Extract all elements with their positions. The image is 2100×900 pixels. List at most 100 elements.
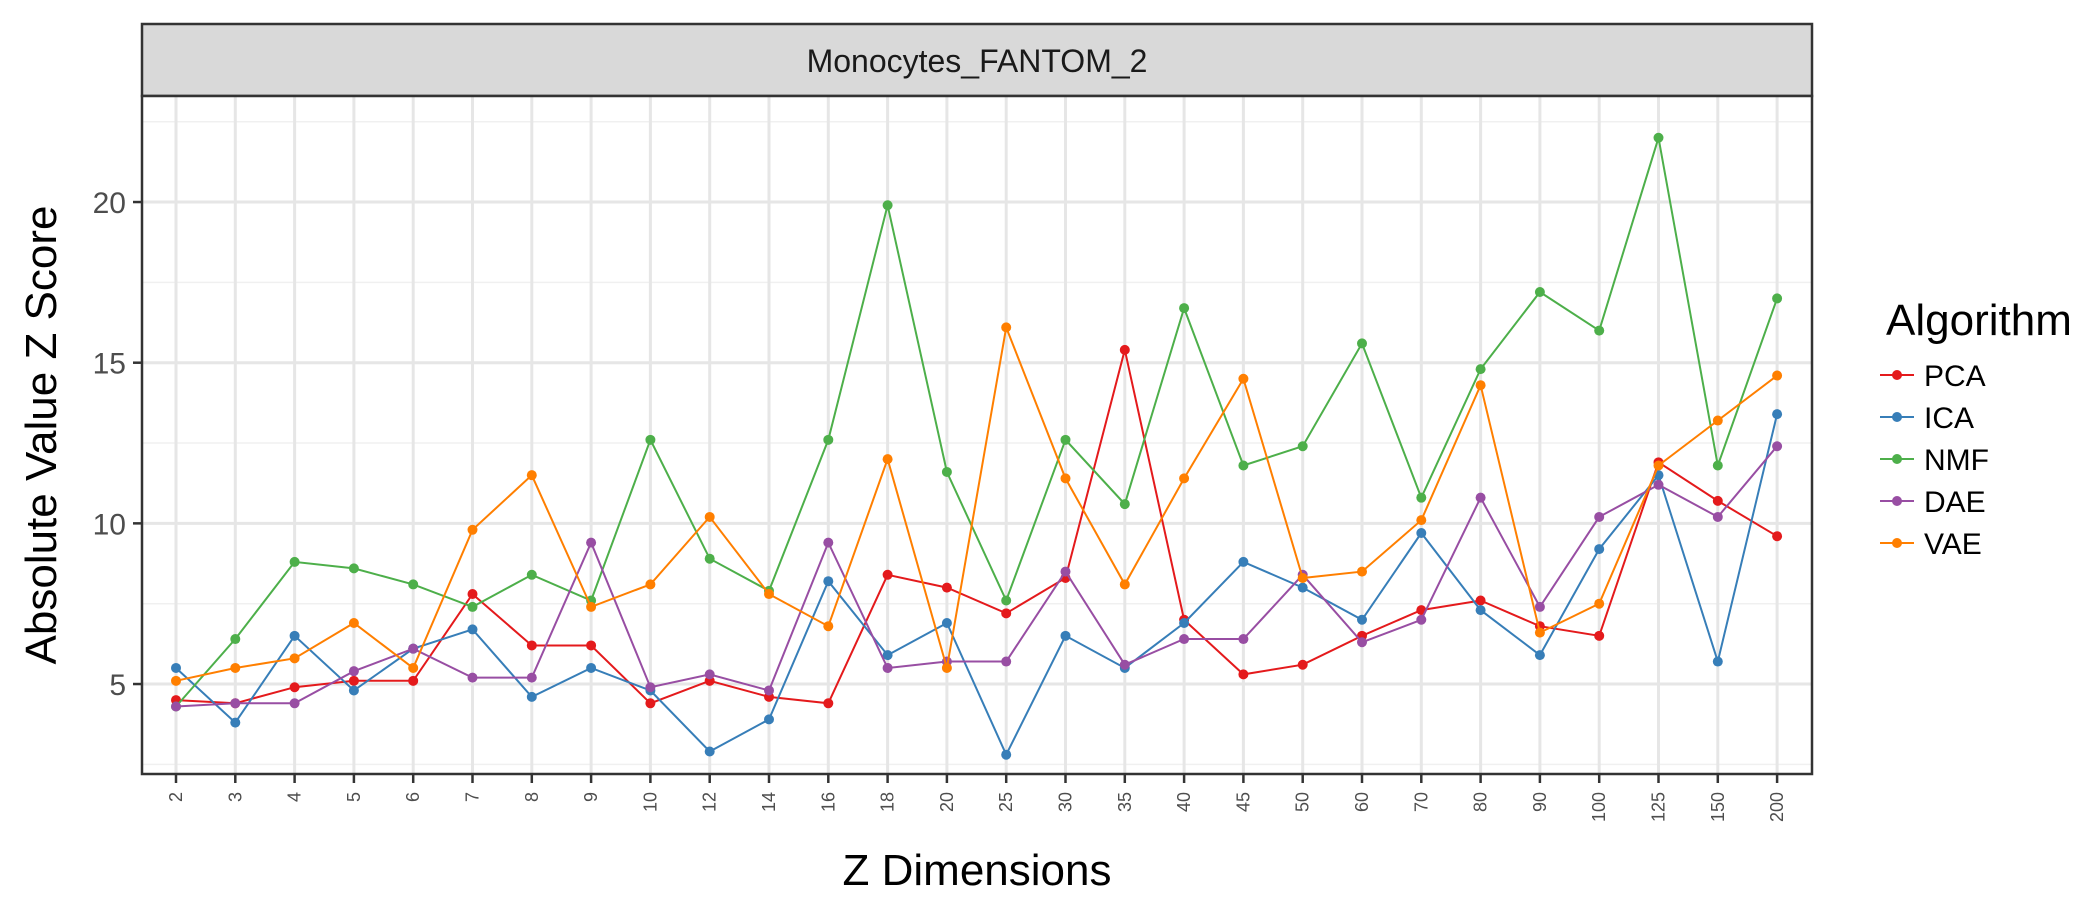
data-point-dae: [882, 662, 893, 673]
x-tick-label: 150: [1708, 792, 1728, 822]
x-tick-label: 8: [522, 792, 542, 802]
x-tick-label: 50: [1293, 792, 1313, 812]
data-point-ica: [1475, 605, 1486, 616]
x-tick-label: 200: [1767, 792, 1787, 822]
data-point-dae: [1001, 656, 1012, 667]
series-line-dae: [175, 445, 1778, 708]
data-point-nmf: [1416, 492, 1427, 503]
data-point-pca: [941, 582, 952, 593]
data-point-vae: [1297, 572, 1308, 583]
data-point-vae: [764, 589, 774, 600]
series-line-ica: [175, 413, 1779, 758]
y-axis-title: Absolute Value Z Score: [17, 206, 66, 665]
data-point-dae: [645, 682, 656, 693]
data-point-pca: [1475, 595, 1486, 606]
x-tick-label: 16: [818, 792, 838, 812]
data-point-ica: [348, 685, 359, 696]
data-point-dae: [1712, 511, 1723, 522]
data-point-nmf: [526, 569, 537, 580]
data-point-ica: [230, 717, 241, 728]
data-point-vae: [408, 662, 419, 673]
x-tick-label: 30: [1056, 792, 1076, 812]
data-point-vae: [1416, 515, 1427, 526]
legend-key-point: [1892, 496, 1902, 506]
series-line-nmf: [175, 137, 1779, 708]
data-point-vae: [1594, 598, 1605, 609]
data-point-ica: [289, 630, 300, 641]
data-point-pca: [1772, 531, 1783, 542]
data-point-nmf: [1534, 287, 1545, 298]
data-point-vae: [348, 617, 359, 628]
x-tick-label: 20: [937, 792, 957, 812]
legend-label-vae: VAE: [1924, 528, 1982, 561]
series-ica: [171, 409, 1783, 760]
x-tick-label: 5: [344, 792, 364, 802]
x-tick-label: 100: [1589, 792, 1609, 822]
data-point-nmf: [467, 601, 478, 612]
data-point-vae: [1001, 322, 1012, 333]
data-point-dae: [1594, 511, 1605, 522]
x-tick-label: 70: [1411, 792, 1431, 812]
data-point-vae: [289, 653, 300, 664]
data-point-vae: [1238, 373, 1249, 384]
data-point-nmf: [1297, 441, 1308, 452]
data-point-pca: [1238, 669, 1249, 680]
data-point-pca: [645, 698, 656, 709]
data-point-nmf: [1475, 364, 1486, 375]
legend-label-dae: DAE: [1924, 486, 1986, 519]
data-point-dae: [348, 666, 359, 677]
data-point-nmf: [704, 553, 715, 564]
y-axis: 5 10 15 20: [93, 187, 142, 702]
data-point-nmf: [348, 563, 359, 574]
series-line-pca: [175, 349, 1778, 705]
series-dae: [171, 441, 1783, 712]
x-tick-label: 7: [463, 792, 483, 802]
legend-key-point: [1892, 412, 1902, 422]
data-point-vae: [704, 511, 715, 522]
data-point-nmf: [408, 579, 419, 590]
x-axis-title: Z Dimensions: [843, 846, 1112, 895]
data-point-ica: [941, 617, 952, 628]
data-point-ica: [526, 691, 537, 702]
data-point-dae: [1475, 492, 1486, 503]
data-point-ica: [1416, 528, 1427, 539]
data-point-nmf: [1119, 499, 1130, 510]
x-tick-label: 45: [1233, 792, 1253, 812]
data-point-ica: [1772, 409, 1783, 420]
data-point-vae: [1475, 380, 1486, 391]
data-point-vae: [1712, 415, 1723, 426]
data-point-nmf: [1653, 132, 1664, 143]
data-point-vae: [882, 454, 893, 465]
data-point-dae: [526, 672, 537, 683]
data-point-vae: [1534, 627, 1545, 638]
data-point-ica: [1001, 749, 1012, 760]
legend-key-point: [1892, 370, 1902, 380]
data-point-nmf: [289, 556, 300, 567]
data-point-ica: [764, 714, 774, 725]
data-point-nmf: [941, 466, 952, 477]
data-point-ica: [882, 650, 893, 661]
x-tick-label: 3: [225, 792, 245, 802]
x-tick-label: 10: [640, 792, 660, 812]
x-tick-label: 80: [1471, 792, 1491, 812]
series-line-vae: [175, 323, 1778, 682]
legend-label-ica: ICA: [1924, 402, 1974, 435]
data-point-dae: [1179, 634, 1190, 645]
data-point-nmf: [1179, 303, 1190, 314]
data-point-dae: [408, 643, 419, 654]
x-tick-label: 6: [403, 792, 423, 802]
data-point-dae: [1772, 441, 1783, 452]
x-tick-label: 12: [700, 792, 720, 812]
data-point-vae: [171, 675, 181, 686]
data-point-pca: [823, 698, 834, 709]
data-point-vae: [230, 662, 241, 673]
data-point-ica: [1238, 556, 1249, 567]
data-point-dae: [1534, 601, 1545, 612]
grid: [142, 96, 1812, 774]
data-point-dae: [1416, 614, 1427, 625]
data-point-pca: [1712, 495, 1723, 506]
facet-strip: [140, 22, 1814, 98]
data-point-dae: [1119, 659, 1130, 670]
data-point-dae: [1653, 479, 1664, 490]
